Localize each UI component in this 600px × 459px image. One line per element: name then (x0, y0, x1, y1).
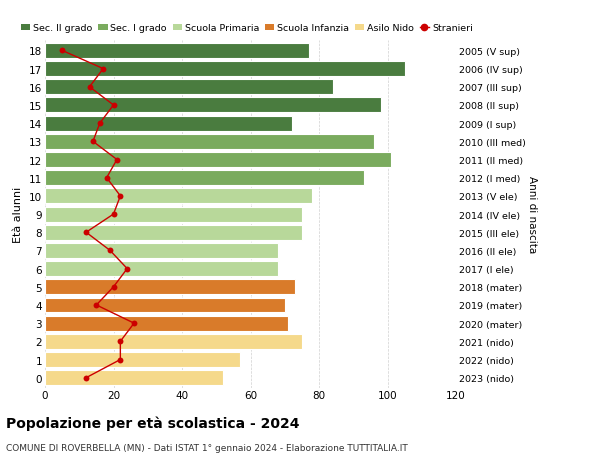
Bar (45, 334, 302, 349)
Point (58, 48, 67, 55)
Bar (45, 80, 332, 95)
Bar (45, 171, 364, 186)
Point (122, 265, 132, 273)
Point (105, 247, 115, 255)
Bar (45, 243, 278, 258)
Point (109, 211, 118, 218)
Bar (45, 298, 285, 313)
Legend: Sec. II grado, Sec. I grado, Scuola Primaria, Scuola Infanzia, Asilo Nido, Stran: Sec. II grado, Sec. I grado, Scuola Prim… (21, 24, 473, 33)
Point (116, 356, 125, 364)
Point (88, 138, 98, 146)
Bar (45, 207, 302, 222)
Bar (45, 370, 223, 385)
Bar (45, 353, 240, 367)
Bar (45, 153, 391, 168)
Bar (45, 117, 292, 131)
Point (102, 174, 112, 182)
Point (98, 66, 108, 73)
Bar (45, 98, 380, 113)
Point (116, 193, 125, 200)
Point (81, 374, 91, 381)
Bar (45, 225, 302, 240)
Bar (45, 134, 374, 150)
Point (109, 102, 118, 109)
Bar (45, 316, 288, 331)
Y-axis label: Anni di nascita: Anni di nascita (527, 176, 537, 253)
Point (129, 320, 139, 327)
Point (85, 84, 94, 91)
Text: Popolazione per età scolastica - 2024: Popolazione per età scolastica - 2024 (6, 415, 299, 430)
Point (81, 229, 91, 236)
Bar (45, 62, 404, 77)
Point (92, 302, 101, 309)
Bar (45, 189, 312, 204)
Point (112, 157, 122, 164)
Text: COMUNE DI ROVERBELLA (MN) - Dati ISTAT 1° gennaio 2024 - Elaborazione TUTTITALIA: COMUNE DI ROVERBELLA (MN) - Dati ISTAT 1… (6, 443, 408, 452)
Bar (45, 280, 295, 295)
Bar (45, 44, 309, 59)
Point (95, 120, 104, 128)
Point (116, 338, 125, 345)
Bar (45, 262, 278, 276)
Y-axis label: Età alunni: Età alunni (13, 186, 23, 243)
Point (109, 284, 118, 291)
